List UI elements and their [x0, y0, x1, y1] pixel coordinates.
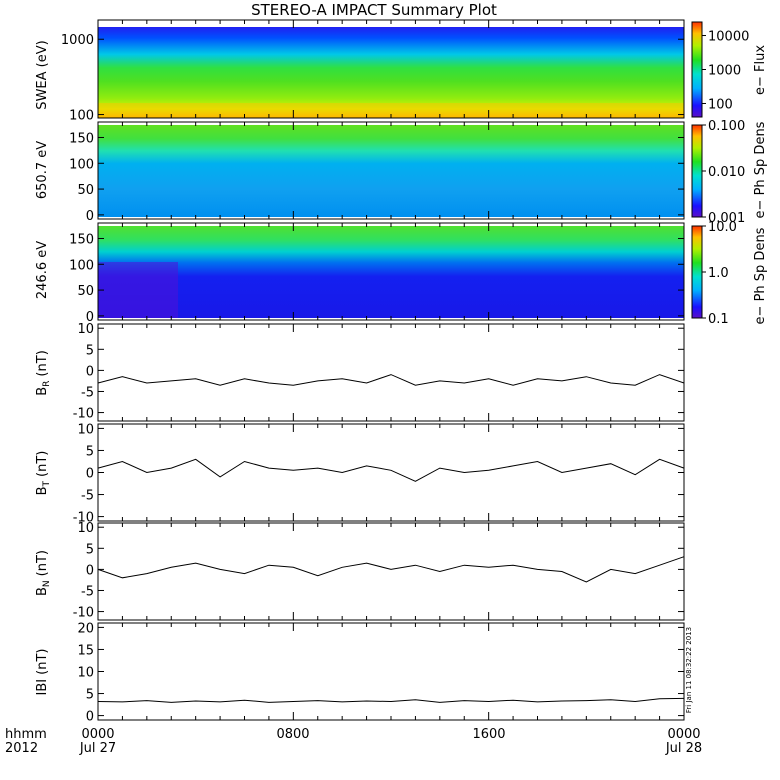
time-tick-3: 0000 [667, 727, 700, 742]
pad650-y-axis-label-2: 100 [69, 157, 94, 172]
br-frame [97, 323, 685, 422]
pad650-colorbar-ticks-label-2: 0.100 [708, 119, 745, 134]
bn-y-label: BN(nT) [35, 550, 52, 596]
panel-swea: 100 1000 SWEA (eV) 100 1000 10000 e− Flux [35, 19, 768, 124]
bt-y-axis-label-4: 10 [77, 422, 94, 437]
pad246-heatmap [98, 226, 684, 318]
pad650-y-axis-label-0: 0 [86, 209, 94, 224]
pad650-y-axis: 0 50 100 150 [69, 122, 685, 224]
bmag-y-label: IBI(nT) [35, 649, 50, 696]
bt-y-label: BT(nT) [35, 451, 52, 496]
swea-colorbar [691, 21, 703, 118]
bn-y-axis-label-2: 0 [86, 563, 94, 578]
plot-title: STEREO-A IMPACT Summary Plot [251, 1, 497, 19]
bmag-y-axis: 0 5 10 15 20 [77, 621, 685, 725]
time-tick-2: 1600 [472, 727, 505, 742]
pad650-y-axis-label-1: 50 [77, 183, 94, 198]
bt-y-axis: -10 -5 0 5 10 [73, 422, 685, 526]
pad246-y-axis: 0 50 100 150 [69, 223, 685, 325]
bn-y-axis-label-1: -5 [81, 584, 94, 599]
pad246-colorbar-label: e− Ph Sp Dens [753, 227, 768, 324]
pad650-colorbar-label: e− Ph Sp Dens [753, 121, 768, 218]
time-tick-0: 0000 [81, 727, 114, 742]
bn-frame [97, 522, 685, 621]
pad246-colorbar-ticks-label-0: 0.1 [708, 312, 729, 327]
bn-series-line [97, 556, 685, 583]
pad650-heatmap [98, 125, 684, 217]
swea-colorbar-ticks-label-1: 1000 [708, 64, 741, 79]
pad246-colorbar-ticks: 0.1 1.0 10.0 [702, 220, 737, 327]
panel-650eV: 0 50 100 150 650.7 eV 0.001 0.010 0.100 e− Ph… [35, 119, 768, 226]
br-y-axis-label-4: 10 [77, 322, 94, 337]
swea-colorbar-ticks-label-0: 100 [708, 97, 733, 112]
bn-y-axis-label-4: 10 [77, 521, 94, 536]
swea-colorbar-ticks-label-2: 10000 [708, 30, 749, 45]
swea-y-label: SWEA (eV) [35, 40, 50, 109]
br-y-axis-label-1: -5 [81, 385, 94, 400]
bmag-frame [97, 622, 685, 721]
bt-series-line [97, 458, 685, 482]
pad246-y-axis-label-0: 0 [86, 310, 94, 325]
bmag-y-axis-label-3: 15 [77, 643, 94, 658]
swea-colorbar-ticks: 100 1000 10000 [702, 30, 749, 112]
time-date-0: Jul 27 [79, 741, 116, 756]
time-axis-label-1: hhmm [5, 727, 47, 742]
swea-y-axis: 100 1000 [61, 20, 685, 124]
pad246-y-label: 246.6 eV [35, 241, 50, 299]
bt-frame [97, 423, 685, 522]
bmag-y-axis-label-0: 0 [86, 710, 94, 725]
bt-y-axis-label-0: -10 [73, 511, 94, 526]
br-y-axis-label-2: 0 [86, 364, 94, 379]
bmag-y-axis-label-4: 20 [77, 621, 94, 636]
pad650-y-axis-label-3: 150 [69, 131, 94, 146]
bmag-y-axis-label-1: 5 [86, 688, 94, 703]
panel-bt: -10 -5 0 5 10 BT(nT) [35, 422, 685, 526]
panel-bmag: 0 5 10 15 20 IBI(nT) [35, 621, 685, 725]
pad650-colorbar [691, 124, 703, 218]
pad246-purple-patch [98, 262, 178, 318]
br-y-label: BR(nT) [35, 350, 52, 396]
panel-br: -10 -5 0 5 10 BR(nT) [35, 322, 685, 422]
pad246-y-axis-label-1: 50 [77, 284, 94, 299]
pad650-colorbar-ticks-label-0: 0.001 [708, 211, 745, 226]
panel-246eV: 0 50 100 150 246.6 eV 0.1 1.0 10.0 e− Ph Sp D… [35, 220, 768, 327]
pad246-colorbar-ticks-label-1: 1.0 [708, 266, 729, 281]
bt-y-axis-label-2: 0 [86, 467, 94, 482]
br-y-axis-label-3: 5 [86, 343, 94, 358]
pad246-colorbar [691, 225, 703, 319]
bn-y-axis: -10 -5 0 5 10 [73, 521, 685, 621]
time-date-3: Jul 28 [665, 741, 702, 756]
bn-y-axis-label-3: 5 [86, 542, 94, 557]
pad650-colorbar-ticks: 0.001 0.010 0.100 [702, 119, 745, 226]
time-tick-1: 0800 [276, 727, 309, 742]
bt-y-axis-label-3: 5 [86, 444, 94, 459]
bmag-series-line [97, 697, 685, 703]
br-y-axis-label-0: -10 [73, 407, 94, 422]
br-series-line [97, 374, 685, 386]
pad246-y-axis-label-2: 100 [69, 258, 94, 273]
panel-bn: -10 -5 0 5 10 BN(nT) [35, 521, 685, 621]
bmag-y-axis-label-2: 10 [77, 666, 94, 681]
swea-colorbar-label: e− Flux [753, 45, 768, 95]
br-y-axis: -10 -5 0 5 10 [73, 322, 685, 422]
bt-y-axis-label-1: -5 [81, 489, 94, 504]
pad246-colorbar-ticks-label-2: 10.0 [708, 220, 737, 235]
pad650-colorbar-ticks-label-1: 0.010 [708, 165, 745, 180]
swea-y-axis-label-1: 1000 [61, 33, 94, 48]
pad246-y-axis-label-3: 150 [69, 232, 94, 247]
swea-heatmap [98, 27, 684, 118]
time-axis-label-2: 2012 [5, 741, 38, 756]
time-axis: hhmm 2012 0000 Jul 27 0800 1600 0000 Jul… [5, 727, 702, 756]
timestamp-label: Fri Jan 11 08:32:22 2013 [685, 627, 693, 713]
bn-y-axis-label-0: -10 [73, 606, 94, 621]
pad650-y-label: 650.7 eV [35, 141, 50, 199]
swea-y-axis-label-0: 100 [69, 109, 94, 124]
